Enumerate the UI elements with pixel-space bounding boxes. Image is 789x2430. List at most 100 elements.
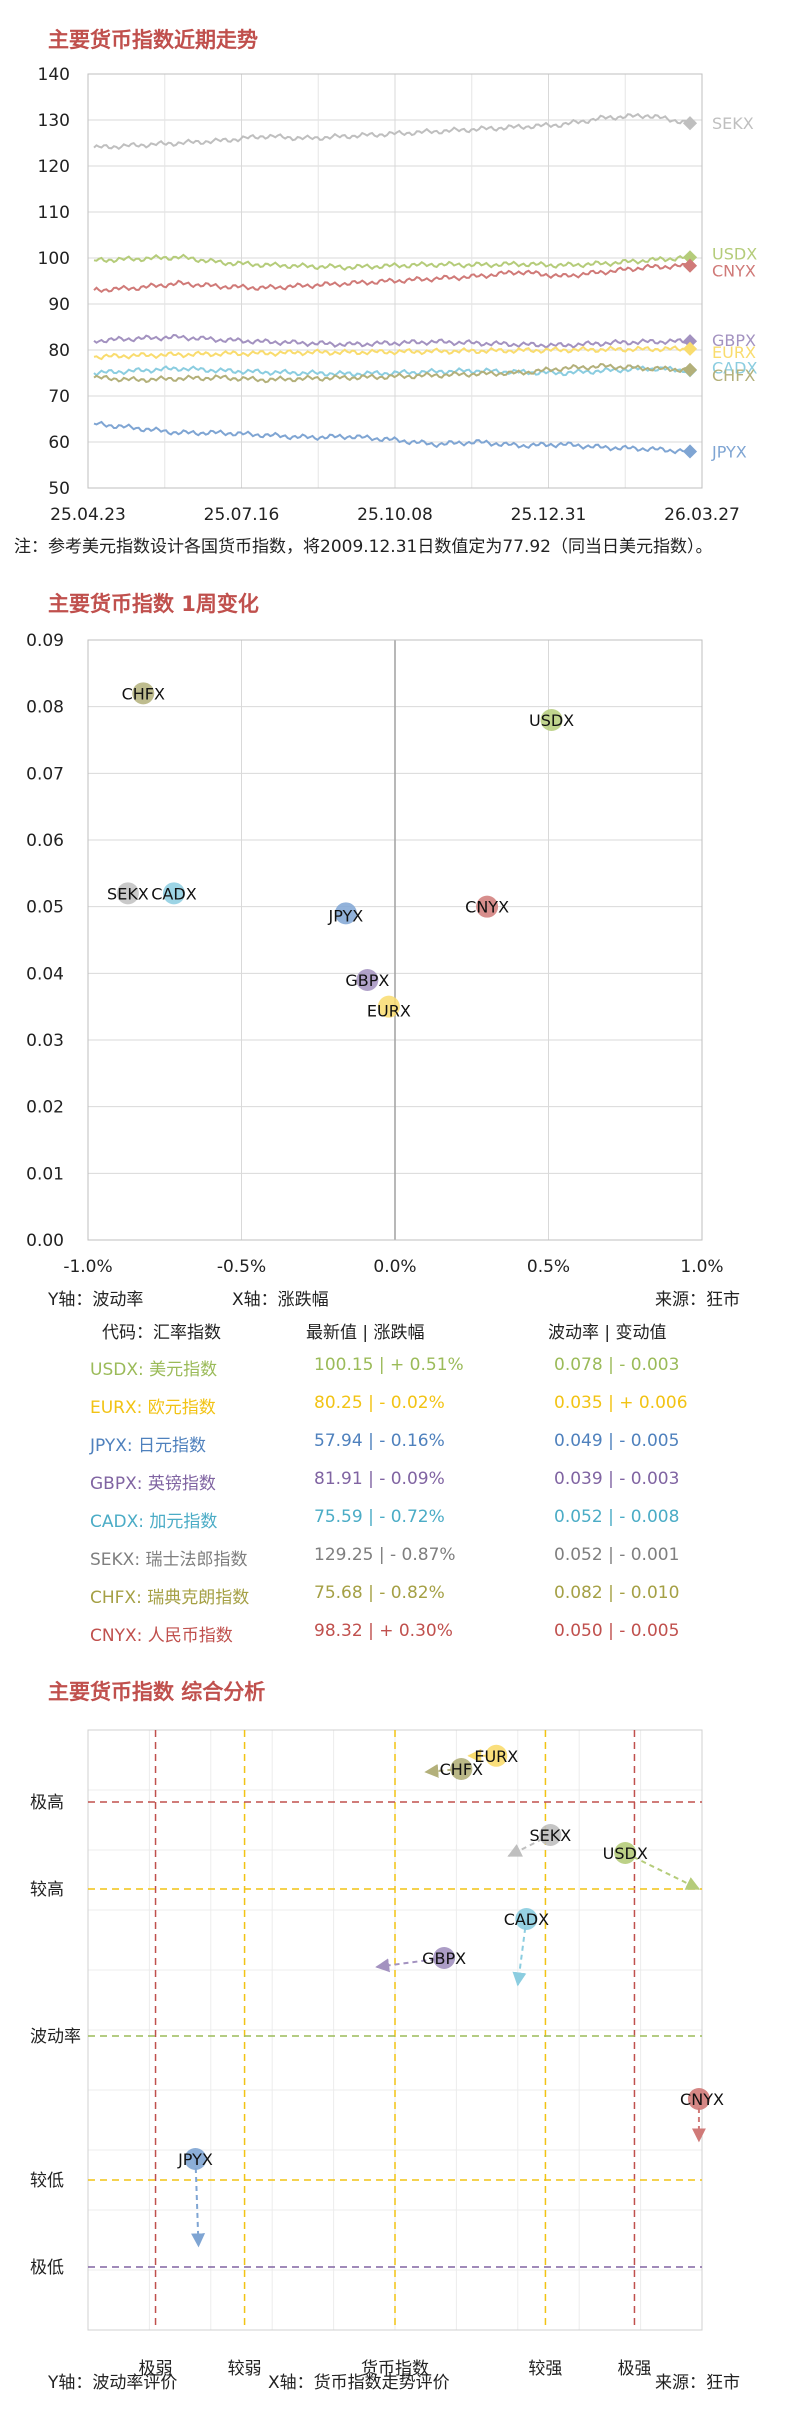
trend-arrow-usdx <box>624 1852 701 1890</box>
table-row: SEKX: 瑞士法郎指数 129.25 | - 0.87% 0.052 | - 0.… <box>0 1545 789 1575</box>
series-line-eurx <box>93 345 691 361</box>
series-label-usdx: USDX <box>712 244 757 263</box>
row-code: JPYX: 日元指数 <box>90 1436 207 1456</box>
series-line-usdx <box>93 253 691 271</box>
y-tick-label: 130 <box>38 111 70 131</box>
trend-arrow-chfx <box>424 1763 462 1778</box>
series-label-cnyx: CNYX <box>712 262 756 281</box>
analysis-xlabel-note: X轴：货币指数走势评价 <box>268 2373 450 2393</box>
series-label-gbpx: GBPX <box>712 331 756 350</box>
y-tick-label: 50 <box>48 479 70 499</box>
series-end-marker <box>682 362 698 377</box>
point-label-gbpx: GBPX <box>345 971 389 990</box>
line-chart-title: 主要货币指数近期走势 <box>48 28 258 52</box>
point-chfx <box>450 1758 473 1780</box>
y-tick-label: 140 <box>38 65 70 85</box>
y-tick-label: 0.05 <box>26 898 64 918</box>
y-tick-label: 0.06 <box>26 831 64 851</box>
y-tick-label: 110 <box>38 203 70 223</box>
row-price: 75.59 | - 0.72% <box>314 1507 445 1527</box>
point-sekx <box>539 1824 562 1846</box>
series-end-marker <box>682 116 698 131</box>
trend-arrow-sekx <box>507 1834 551 1857</box>
row-code: CADX: 加元指数 <box>90 1512 218 1532</box>
line-chart-note: 注：参考美元指数设计各国货币指数，将2009.12.31日数值定为77.92（同… <box>14 537 713 557</box>
row-code: USDX: 美元指数 <box>90 1360 218 1380</box>
row-vol: 0.035 | + 0.006 <box>554 1393 688 1413</box>
x-rating-label: 货币指数 <box>361 2359 429 2379</box>
plot-border <box>87 639 703 1241</box>
scatter-ylabel-note: Y轴：波动率 <box>48 1290 144 1310</box>
x-tick-label: 26.03.27 <box>664 505 740 525</box>
point-jpyx <box>184 2148 207 2170</box>
y-tick-label: 90 <box>48 295 70 315</box>
point-cadx <box>162 882 185 905</box>
row-code: EURX: 欧元指数 <box>90 1398 216 1418</box>
y-rating-label: 波动率 <box>30 2027 81 2047</box>
point-sekx <box>116 882 139 905</box>
table-row: JPYX: 日元指数 57.94 | - 0.16% 0.049 | - 0.005 <box>0 1431 789 1461</box>
row-price: 81.91 | - 0.09% <box>314 1469 445 1489</box>
row-vol: 0.082 | - 0.010 <box>554 1583 680 1603</box>
y-tick-label: 0.03 <box>26 1031 64 1051</box>
trend-arrow-jpyx <box>191 2158 206 2248</box>
series-label-chfx: CHFX <box>712 366 755 385</box>
scatter-source-note: 来源：狂市 <box>655 1290 740 1310</box>
point-label-sekx: SEKX <box>107 884 149 903</box>
table-row: GBPX: 英镑指数 81.91 | - 0.09% 0.039 | - 0.003 <box>0 1469 789 1499</box>
series-label-jpyx: JPYX <box>711 442 747 461</box>
row-vol: 0.078 | - 0.003 <box>554 1355 680 1375</box>
y-tick-label: 60 <box>48 433 70 453</box>
row-price: 129.25 | - 0.87% <box>314 1545 456 1565</box>
x-tick-label: 1.0% <box>680 1257 723 1277</box>
point-label-chfx: CHFX <box>122 684 165 703</box>
analysis-source-note: 来源：狂市 <box>655 2373 740 2393</box>
y-tick-label: 70 <box>48 387 70 407</box>
row-price: 80.25 | - 0.02% <box>314 1393 445 1413</box>
y-tick-label: 0.08 <box>26 698 64 718</box>
y-tick-label: 0.01 <box>26 1164 64 1184</box>
y-tick-label: 100 <box>38 249 70 269</box>
table-row: EURX: 欧元指数 80.25 | - 0.02% 0.035 | + 0.006 <box>0 1393 789 1423</box>
series-line-cadx <box>93 365 691 378</box>
scatter-chart-title: 主要货币指数 1周变化 <box>48 592 259 616</box>
x-tick-label: 25.04.23 <box>50 505 126 525</box>
series-end-marker <box>682 334 698 349</box>
series-line-chfx <box>93 362 691 384</box>
y-tick-label: 0.02 <box>26 1098 64 1118</box>
row-price: 57.94 | - 0.16% <box>314 1431 445 1451</box>
weekly-change-scatter: 0.00 0.01 0.02 0.03 0.04 0.05 0.06 0.07 0.08 0.09… <box>26 631 723 1277</box>
row-vol: 0.052 | - 0.008 <box>554 1507 680 1527</box>
point-label-chfx: CHFX <box>440 1760 483 1779</box>
x-tick-label: 25.12.31 <box>511 505 587 525</box>
series-label-cadx: CADX <box>712 358 757 377</box>
series-end-marker <box>682 444 698 459</box>
y-tick-label: 120 <box>38 157 70 177</box>
x-tick-label: -1.0% <box>63 1257 112 1277</box>
row-vol: 0.039 | - 0.003 <box>554 1469 680 1489</box>
series-label-sekx: SEKX <box>712 114 754 133</box>
row-price: 98.32 | + 0.30% <box>314 1621 453 1641</box>
row-price: 100.15 | + 0.51% <box>314 1355 464 1375</box>
y-rating-label: 极低 <box>30 2258 64 2278</box>
x-tick-label: 25.10.08 <box>357 505 433 525</box>
point-label-cnyx: CNYX <box>465 898 509 917</box>
x-rating-label: 极强 <box>617 2359 651 2379</box>
plot-border <box>87 73 703 489</box>
point-label-usdx: USDX <box>603 1844 648 1863</box>
point-label-cadx: CADX <box>151 884 196 903</box>
y-rating-label: 极高 <box>30 1793 64 1813</box>
analysis-chart-title: 主要货币指数 综合分析 <box>48 1680 266 1704</box>
row-vol: 0.049 | - 0.005 <box>554 1431 680 1451</box>
point-chfx <box>132 682 155 705</box>
point-label-jpyx: JPYX <box>177 2150 213 2169</box>
point-label-cnyx: CNYX <box>680 2090 724 2109</box>
row-vol: 0.052 | - 0.001 <box>554 1545 680 1565</box>
series-line-cnyx <box>93 262 691 294</box>
point-cadx <box>515 1908 538 1930</box>
x-tick-label: 0.0% <box>373 1257 416 1277</box>
x-rating-label: 较弱 <box>228 2359 262 2379</box>
point-label-gbpx: GBPX <box>422 1949 466 1968</box>
point-label-eurx: EURX <box>367 1002 411 1021</box>
